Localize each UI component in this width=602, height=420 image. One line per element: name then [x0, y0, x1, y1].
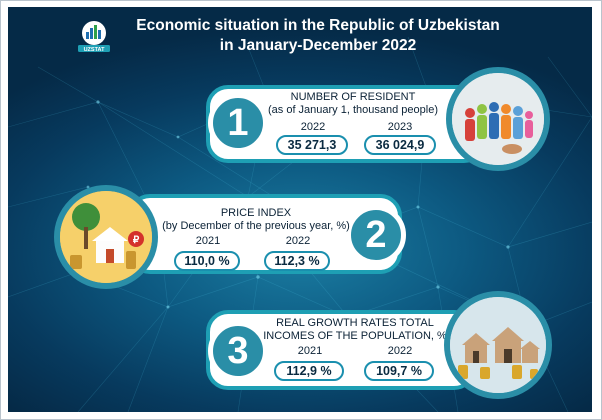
- incomes-year-2021: 2021: [297, 345, 323, 357]
- incomes-heading-title: REAL GROWTH RATES TOTAL: [276, 317, 434, 329]
- incomes-value-2021: 112,9 %: [274, 361, 344, 381]
- svg-text:₽: ₽: [133, 235, 140, 246]
- resident-heading: NUMBER OF RESIDENT (as of January 1, tho…: [258, 91, 448, 117]
- resident-year-2023: 2023: [387, 121, 413, 133]
- uzstat-logo: UZSTAT: [78, 21, 110, 53]
- incomes-heading-sub: INCOMES OF THE POPULATION, %: [263, 330, 447, 342]
- resident-value-2023: 36 024,9: [364, 135, 436, 155]
- number-badge-2: 2: [346, 205, 406, 265]
- price-year-2021: 2021: [195, 235, 221, 247]
- people-group-icon: [446, 67, 550, 171]
- title-line-2: in January-December 2022: [219, 37, 417, 54]
- number-badge-3: 3: [208, 321, 268, 381]
- price-value-2021: 110,0 %: [174, 251, 240, 271]
- house-coins-icon: ₽: [54, 185, 158, 289]
- resident-year-2022: 2022: [300, 121, 326, 133]
- houses-coins-icon: [444, 291, 552, 399]
- resident-heading-title: NUMBER OF RESIDENT: [290, 91, 416, 103]
- infographic-poster: UZSTAT Economic situation in the Republi…: [8, 7, 592, 412]
- price-year-2022: 2022: [285, 235, 311, 247]
- page-title: Economic situation in the Republic of Uz…: [108, 16, 528, 56]
- price-heading-title: PRICE INDEX: [220, 207, 292, 219]
- logo-text: UZSTAT: [84, 47, 106, 53]
- resident-value-2022: 35 271,3: [276, 135, 348, 155]
- price-heading-sub: (by December of the previous year, %): [162, 220, 350, 232]
- resident-heading-sub: (as of January 1, thousand people): [267, 104, 438, 116]
- title-line-1: Economic situation in the Republic of Uz…: [136, 17, 500, 34]
- price-value-2022: 112,3 %: [264, 251, 330, 271]
- number-badge-1: 1: [208, 93, 268, 153]
- incomes-value-2022: 109,7 %: [364, 361, 434, 381]
- price-heading: PRICE INDEX (by December of the previous…: [156, 207, 356, 233]
- incomes-heading: REAL GROWTH RATES TOTAL INCOMES OF THE P…: [262, 317, 448, 343]
- card-price-index: [128, 194, 402, 274]
- incomes-year-2022: 2022: [387, 345, 413, 357]
